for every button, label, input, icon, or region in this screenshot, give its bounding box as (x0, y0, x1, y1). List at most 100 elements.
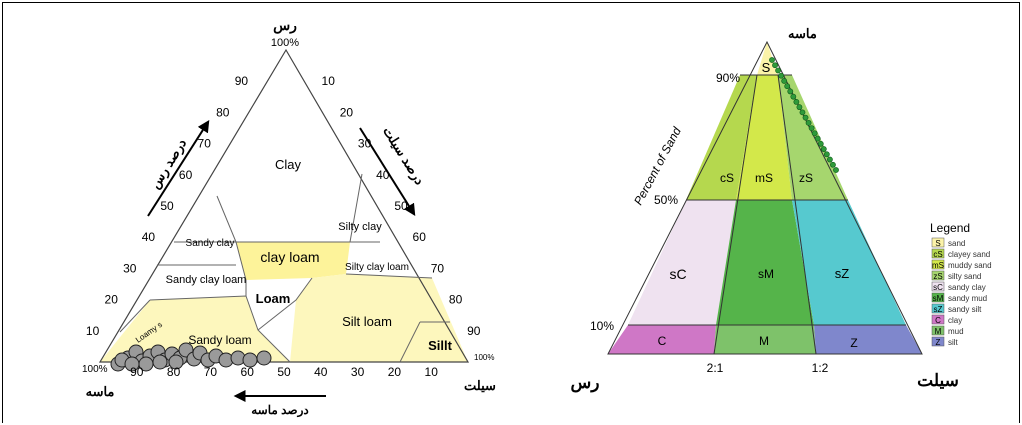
region-clay-loam-fill (236, 242, 350, 280)
class-label-silt: Sillt (428, 338, 453, 353)
folk-classification-triangle: S cS mS zS sC sM sZ C M Z 90% 50% 10% 2:… (571, 26, 992, 393)
region-sM (716, 200, 814, 325)
sample-point (781, 78, 788, 84)
corner-percent-silt: 100% (474, 353, 494, 362)
bottom-tick-label: 30 (351, 365, 365, 379)
legend-label: sandy clay (948, 283, 986, 292)
legend-swatch (931, 292, 945, 303)
legend-swatch (931, 259, 945, 270)
region-label-cS: cS (720, 171, 734, 185)
corner-percent-sand: 100% (82, 364, 108, 375)
sand-axis-title: درصد ماسه (251, 403, 309, 418)
tick-labels: 90 80 70 60 50 40 30 20 10 10 20 30 40 50 60 70 80 90 90 80… (86, 74, 481, 379)
region-label-sM: sM (758, 267, 774, 281)
legend-code: sM (933, 294, 944, 303)
sample-point (124, 356, 140, 372)
region-M (714, 325, 816, 354)
region-label-C: C (658, 334, 667, 348)
legend-swatch (931, 237, 945, 248)
class-label-clay-loam: clay loam (260, 249, 319, 265)
left-tick-label: 70 (198, 137, 212, 151)
triangle-outline (98, 48, 470, 363)
right-tick-label: 70 (431, 261, 445, 275)
region-label-M: M (759, 334, 769, 348)
class-label-silt-loam: Silt loam (342, 314, 392, 329)
right-tick-label: 90 (467, 324, 481, 338)
legend-label: mud (948, 327, 964, 336)
legend-label: sand (948, 239, 965, 248)
legend-code: C (935, 316, 941, 325)
corner-label-silt: سیلت (917, 371, 959, 390)
right-tick-label: 40 (376, 168, 390, 182)
legend-label: sandy mud (948, 294, 987, 303)
soil-texture-triangle: Clay Silty clay Sandy clay clay loam San… (82, 17, 496, 418)
sample-point (833, 167, 839, 173)
legend-swatch (931, 325, 945, 336)
class-label-loam: Loam (256, 291, 291, 306)
apex-label-clay: رس (273, 17, 297, 34)
legend-code: M (935, 327, 942, 336)
right-tick-label: 60 (413, 230, 427, 244)
ratio-1-2: 1:2 (812, 361, 829, 375)
sample-point (778, 72, 785, 79)
region-label-sZ: sZ (835, 266, 850, 281)
left-tick-label: 90 (235, 74, 249, 88)
legend-label: clay (948, 316, 962, 325)
percent-90: 90% (716, 71, 740, 85)
bottom-tick-label: 80 (167, 365, 181, 379)
sample-point (805, 119, 812, 126)
class-label-sandy-loam: Sandy loam (188, 333, 251, 347)
corner-label-clay: رس (571, 373, 600, 393)
legend-code: sZ (934, 305, 943, 314)
left-tick-label: 80 (216, 105, 230, 119)
sample-point (820, 146, 827, 152)
sample-point (787, 88, 794, 95)
left-tick-label: 30 (123, 261, 137, 275)
sample-point (775, 67, 781, 74)
legend-code: Z (936, 338, 941, 347)
sample-point (152, 354, 168, 370)
sample-point (772, 62, 778, 69)
region-label-mS: mS (755, 171, 773, 185)
left-tick-label: 10 (86, 324, 100, 338)
region-cS (686, 75, 757, 200)
region-label-Z: Z (850, 336, 857, 350)
sample-point (793, 99, 800, 105)
bottom-tick-label: 50 (277, 365, 291, 379)
apex-percent: 100% (271, 37, 299, 49)
legend-label: muddy sand (948, 261, 992, 270)
sample-points (769, 57, 839, 173)
region-mS (736, 75, 792, 200)
left-tick-label: 50 (160, 199, 174, 213)
sample-point (784, 83, 791, 90)
left-tick-label: 20 (105, 293, 119, 307)
sample-point (256, 350, 272, 366)
sample-point (802, 114, 809, 121)
sample-point (827, 156, 833, 163)
bottom-tick-label: 60 (241, 365, 255, 379)
sample-point (808, 125, 815, 131)
region-sZ (792, 200, 906, 325)
sample-point (811, 130, 818, 137)
class-label-clay: Clay (275, 157, 302, 172)
folk-triangle-outline (607, 40, 923, 355)
class-label-silty-clay-loam: Silty clay loam (345, 262, 409, 273)
legend-code: sC (933, 283, 943, 292)
bottom-tick-label: 70 (204, 365, 218, 379)
sample-points (110, 342, 272, 372)
region-sandy-loam-fill (100, 296, 290, 362)
sample-point (817, 140, 824, 147)
legend-label: clayey sand (948, 250, 990, 259)
sample-point (790, 93, 797, 100)
legend-label: silty sand (948, 272, 981, 281)
corner-label-silt: سیلت (464, 378, 496, 393)
silt-axis-arrow (359, 127, 416, 217)
percent-50: 50% (654, 193, 678, 207)
sample-point (168, 354, 184, 370)
legend-swatch (931, 303, 945, 314)
folk-boundaries (628, 74, 906, 355)
region-Z (814, 325, 922, 354)
region-C (608, 325, 716, 354)
bottom-tick-label: 90 (130, 365, 144, 379)
